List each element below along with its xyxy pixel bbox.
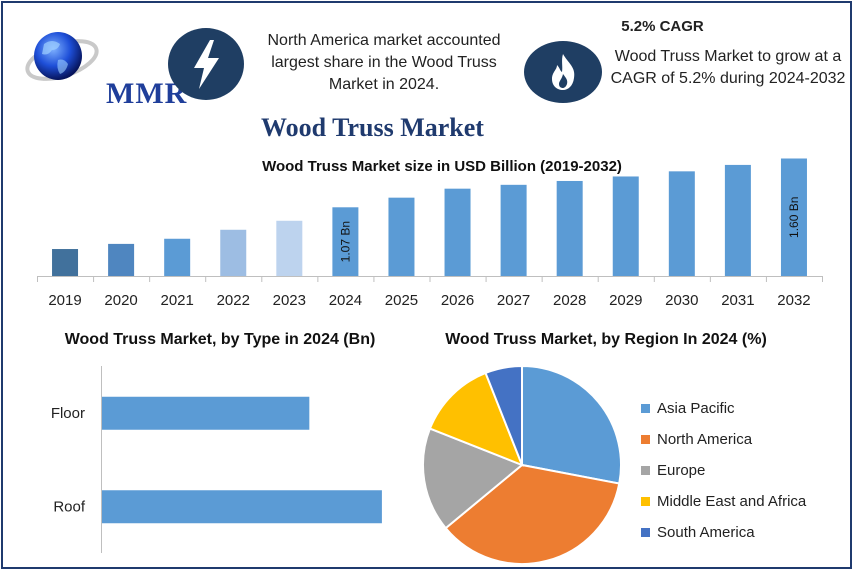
mmr-logo: MMR <box>24 24 186 110</box>
legend-swatch <box>641 497 650 506</box>
highlight-cagr: Wood Truss Market to grow at a CAGR of 5… <box>610 48 846 87</box>
x-tick-label-2024: 2024 <box>329 292 362 309</box>
y-tick-label-floor: Floor <box>51 405 85 422</box>
legend-swatch <box>641 435 650 444</box>
x-tick-label-2026: 2026 <box>441 292 474 309</box>
bar-2032 <box>780 158 807 276</box>
legend-swatch <box>641 404 650 413</box>
x-tick-label-2032: 2032 <box>777 292 810 309</box>
bar-2028 <box>556 180 583 276</box>
pie-slice-europe <box>422 427 524 530</box>
bar-2029 <box>612 176 639 276</box>
legend-item-europe: Europe <box>641 455 806 486</box>
x-tick-label-2028: 2028 <box>553 292 586 309</box>
legend-swatch <box>641 466 650 475</box>
x-tick-label-2031: 2031 <box>721 292 754 309</box>
bar-2019 <box>52 249 79 276</box>
bar-2021 <box>164 238 191 276</box>
legend-label: South America <box>657 524 755 541</box>
x-tick-label-2019: 2019 <box>48 292 81 309</box>
x-tick-label-2023: 2023 <box>273 292 306 309</box>
legend-item-middle-east-and-africa: Middle East and Africa <box>641 486 806 517</box>
pie-slice-north-america <box>444 463 621 565</box>
legend-label: Middle East and Africa <box>657 493 807 510</box>
globe-icon <box>25 32 99 81</box>
type-chart-title: Wood Truss Market, by Type in 2024 (Bn) <box>60 328 380 352</box>
region-legend: Asia Pacific North America Europe Middle Ea… <box>641 393 806 548</box>
region-chart-title: Wood Truss Market, by Region In 2024 (%) <box>436 328 776 352</box>
pie-slice-middle-east-and-africa <box>428 371 524 467</box>
bar-2022 <box>220 229 247 276</box>
bar-2020 <box>108 243 135 276</box>
legend-label: Asia Pacific <box>657 400 735 417</box>
legend-item-north-america: North America <box>641 424 806 455</box>
pie-slice-south-america <box>484 364 523 466</box>
bar-2024 <box>332 207 359 276</box>
bar-2026 <box>444 188 471 276</box>
x-tick-label-2030: 2030 <box>665 292 698 309</box>
legend-item-south-america: South America <box>641 517 806 548</box>
pie-slice-asia-pacific <box>521 364 622 485</box>
data-label-2032: 1.60 Bn <box>787 197 801 238</box>
x-tick-label-2022: 2022 <box>217 292 250 309</box>
data-label-2024: 1.07 Bn <box>338 221 352 262</box>
bar-2030 <box>668 171 695 276</box>
bar-roof <box>102 490 382 524</box>
flame-icon <box>524 41 602 103</box>
main-title: Wood Truss Market <box>261 113 484 142</box>
bar-2027 <box>500 184 527 276</box>
bar-chart-title: Wood Truss Market size in USD Billion (2… <box>262 158 622 175</box>
x-tick-label-2029: 2029 <box>609 292 642 309</box>
lightning-bolt-icon <box>168 28 244 100</box>
legend-label: North America <box>657 431 753 448</box>
region-chart-title-text: Wood Truss Market, by Region In 2024 (%) <box>445 331 767 348</box>
bar-floor <box>102 396 310 430</box>
bar-2031 <box>724 164 751 276</box>
type-chart-title-text: Wood Truss Market, by Type in 2024 (Bn) <box>64 331 376 348</box>
x-tick-label-2020: 2020 <box>104 292 137 309</box>
x-tick-label-2025: 2025 <box>385 292 418 309</box>
bar-2025 <box>388 197 415 276</box>
highlight-north-america: North America market accounted largest s… <box>267 32 501 93</box>
legend-label: Europe <box>657 462 706 479</box>
x-tick-label-2021: 2021 <box>160 292 193 309</box>
cagr-title: 5.2% CAGR <box>621 18 704 35</box>
bar-2023 <box>276 220 303 276</box>
x-tick-label-2027: 2027 <box>497 292 530 309</box>
y-tick-label-roof: Roof <box>53 498 86 515</box>
legend-item-asia-pacific: Asia Pacific <box>641 393 806 424</box>
legend-swatch <box>641 528 650 537</box>
